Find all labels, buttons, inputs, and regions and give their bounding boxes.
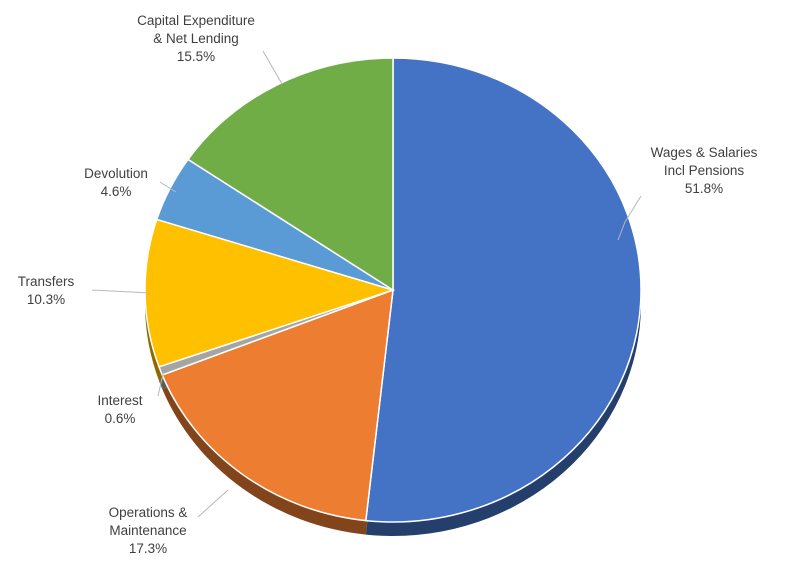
data-label-category: Capital Expenditure <box>137 13 255 28</box>
data-label-capital-expenditure-net-lending: Capital Expenditure & Net Lending 15.5% <box>137 13 255 64</box>
data-label-category: Interest <box>97 393 142 408</box>
pie-slices <box>145 58 641 522</box>
data-label-category: Transfers <box>18 274 75 289</box>
data-label-percent: 0.6% <box>105 411 136 426</box>
data-label-transfers: Transfers 10.3% <box>18 274 75 307</box>
data-label-percent: 51.8% <box>685 181 723 196</box>
data-label-category: Devolution <box>84 166 148 181</box>
data-label-devolution: Devolution 4.6% <box>84 166 148 199</box>
data-label-category: & Net Lending <box>153 31 239 46</box>
data-label-category: Incl Pensions <box>664 163 745 178</box>
leader-line-capital-expenditure-net-lending <box>263 51 282 84</box>
data-label-category: Operations & <box>109 505 188 520</box>
data-label-operations-maintenance: Operations & Maintenance 17.3% <box>109 505 188 556</box>
leader-line-operations-maintenance <box>198 490 228 517</box>
pie-slice-wages-salaries-incl-pensions[interactable] <box>366 58 641 522</box>
data-label-wages-salaries-incl-pensions: Wages & Salaries Incl Pensions 51.8% <box>651 145 758 196</box>
data-label-percent: 17.3% <box>129 541 167 556</box>
data-label-percent: 15.5% <box>177 49 215 64</box>
leader-line-transfers <box>92 290 150 293</box>
data-label-percent: 4.6% <box>101 184 132 199</box>
data-label-category: Maintenance <box>109 523 186 538</box>
data-label-category: Wages & Salaries <box>651 145 758 160</box>
data-label-percent: 10.3% <box>27 292 65 307</box>
data-label-interest: Interest 0.6% <box>97 393 142 426</box>
